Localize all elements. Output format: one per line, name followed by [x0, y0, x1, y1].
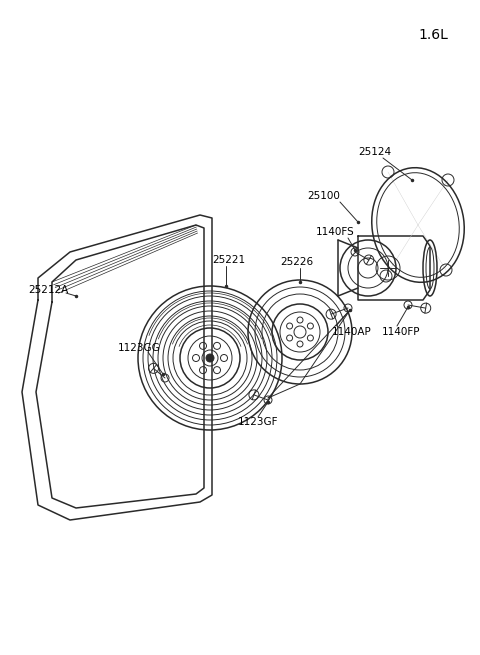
Text: 25100: 25100 — [307, 191, 340, 201]
Text: 1140FP: 1140FP — [382, 327, 420, 337]
Text: 25212A: 25212A — [28, 285, 68, 295]
Text: 1140FS: 1140FS — [316, 227, 355, 237]
Text: 25221: 25221 — [212, 255, 245, 265]
Text: 25226: 25226 — [280, 257, 313, 267]
Text: 1123GF: 1123GF — [238, 417, 278, 427]
Text: 1123GG: 1123GG — [118, 343, 161, 353]
Text: 1140AP: 1140AP — [332, 327, 372, 337]
Text: 1.6L: 1.6L — [418, 28, 448, 42]
Text: 25124: 25124 — [358, 147, 391, 157]
Circle shape — [206, 354, 214, 362]
